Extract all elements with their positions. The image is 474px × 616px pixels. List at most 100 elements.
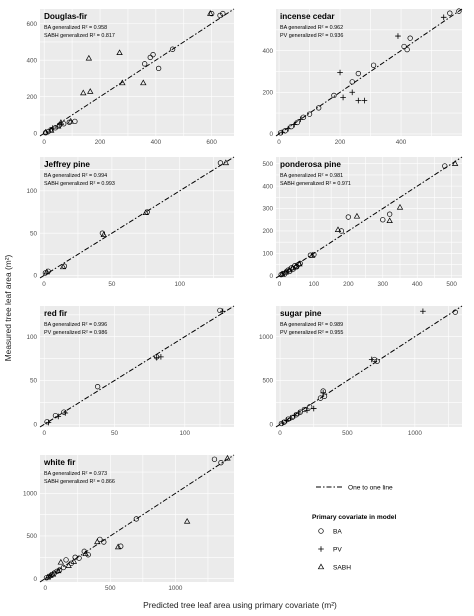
y-tick-label: 200 bbox=[26, 94, 37, 101]
panel-annotation: SABH generalized R² = 0.993 bbox=[44, 181, 115, 187]
point-sabh bbox=[47, 127, 55, 133]
point-ba bbox=[211, 456, 218, 462]
x-tick-label: 50 bbox=[108, 281, 116, 288]
point-sabh bbox=[207, 10, 214, 16]
legend-key-sabh bbox=[317, 563, 325, 570]
panel-annotation: BA generalized R² = 0.958 bbox=[44, 25, 107, 31]
point-pv bbox=[285, 125, 291, 132]
point-ba bbox=[297, 409, 303, 415]
x-tick-label: 300 bbox=[378, 281, 389, 288]
point-pv bbox=[297, 116, 304, 123]
point-ba bbox=[349, 79, 355, 85]
point-ba bbox=[218, 460, 224, 466]
y-tick-label: 300 bbox=[262, 206, 273, 213]
y-tick-label: 400 bbox=[26, 57, 37, 64]
x-tick-label: 200 bbox=[95, 139, 106, 146]
point-sabh bbox=[222, 159, 230, 166]
series-ba bbox=[42, 10, 226, 136]
panel-annotation: BA generalized R² = 0.981 bbox=[280, 173, 343, 179]
series-ba bbox=[277, 8, 462, 136]
point-sabh bbox=[94, 538, 101, 545]
point-ba bbox=[72, 554, 78, 560]
point-ba bbox=[300, 114, 307, 120]
panel-title: white fir bbox=[43, 458, 76, 467]
point-sabh bbox=[224, 454, 231, 461]
point-pv bbox=[395, 33, 401, 39]
x-tick-label: 0 bbox=[42, 281, 46, 288]
panel-title: ponderosa pine bbox=[280, 160, 341, 169]
legend-line-label: One to one line bbox=[348, 485, 393, 492]
x-tick-label: 50 bbox=[111, 430, 119, 437]
point-pv bbox=[340, 94, 346, 101]
point-ba bbox=[355, 70, 361, 77]
point-pv bbox=[361, 97, 368, 104]
point-ba bbox=[61, 409, 67, 415]
panel-incense-cedar: 0 200 400 0 200 400 incense cedar BA generalize… bbox=[262, 8, 463, 146]
x-tick-label: 0 bbox=[278, 430, 282, 437]
point-sabh bbox=[116, 49, 123, 56]
point-sabh bbox=[42, 128, 49, 135]
point-sabh bbox=[142, 209, 150, 215]
panel-sugar-pine: 0 500 1000 0 500 1000 sugar pine BA generalized… bbox=[259, 305, 463, 437]
point-sabh bbox=[114, 543, 122, 550]
panel-title: red fir bbox=[44, 309, 68, 318]
point-ba bbox=[169, 46, 176, 52]
point-pv bbox=[320, 390, 326, 396]
y-tick-label: 0 bbox=[33, 273, 37, 280]
point-ba bbox=[447, 10, 453, 16]
y-tick-label: 0 bbox=[269, 422, 273, 429]
point-sabh bbox=[59, 263, 67, 270]
y-tick-label: 0 bbox=[269, 273, 273, 280]
point-sabh bbox=[100, 231, 107, 237]
panel-title: sugar pine bbox=[280, 309, 322, 318]
y-tick-label: 500 bbox=[262, 378, 273, 385]
point-ba bbox=[147, 54, 153, 61]
point-ba bbox=[316, 105, 322, 111]
point-ba bbox=[387, 211, 393, 217]
x-tick-label: 0 bbox=[42, 430, 46, 437]
y-tick-label: 50 bbox=[30, 230, 38, 237]
point-pv bbox=[296, 410, 302, 416]
panel-title: Douglas-fir bbox=[44, 12, 88, 21]
point-sabh bbox=[49, 570, 57, 577]
point-pv bbox=[291, 121, 298, 128]
point-ba bbox=[338, 228, 345, 234]
panel-annotation: SABH generalized R² = 0.866 bbox=[44, 479, 115, 485]
point-ba bbox=[374, 358, 380, 364]
point-pv bbox=[292, 412, 298, 419]
point-ba bbox=[407, 35, 413, 41]
series-pv bbox=[45, 308, 226, 426]
y-tick-label: 500 bbox=[262, 161, 273, 168]
point-pv bbox=[349, 89, 356, 96]
panel-annotation: BA generalized R² = 0.973 bbox=[44, 471, 107, 477]
point-pv bbox=[279, 129, 285, 136]
point-pv bbox=[440, 14, 447, 21]
plot-background bbox=[276, 306, 462, 427]
panel-ponderosa-pine: 0 100 200 300 400 500 0 100 200 300 400 500 ponderos… bbox=[262, 156, 463, 288]
point-ba bbox=[142, 61, 148, 67]
panel-annotation: SABH generalized R² = 0.971 bbox=[280, 181, 351, 187]
y-tick-label: 0 bbox=[33, 422, 37, 429]
series-pv bbox=[279, 308, 426, 426]
point-sabh bbox=[57, 119, 65, 125]
y-tick-label: 500 bbox=[26, 533, 37, 540]
y-tick-label: 100 bbox=[26, 334, 37, 341]
point-sabh bbox=[55, 567, 62, 574]
y-tick-label: 1000 bbox=[259, 334, 274, 341]
x-tick-label: 100 bbox=[180, 430, 191, 437]
point-ba bbox=[404, 46, 410, 53]
point-ba bbox=[54, 568, 60, 574]
point-ba bbox=[331, 92, 337, 99]
panel-annotation: PV generalized R² = 0.955 bbox=[280, 330, 343, 336]
point-ba bbox=[85, 552, 91, 558]
point-pv bbox=[355, 97, 362, 104]
legend-key-ba-marker bbox=[318, 528, 324, 534]
series-pv bbox=[279, 14, 447, 136]
point-pv bbox=[45, 419, 52, 426]
point-pv bbox=[304, 407, 310, 414]
y-tick-label: 600 bbox=[26, 21, 37, 28]
panel-red-fir: 0 50 100 0 50 100 red fir BA generalized R² = 0… bbox=[26, 305, 235, 437]
point-sabh bbox=[47, 572, 54, 578]
point-pv bbox=[62, 410, 69, 416]
panels-group: 0 200 400 600 0 200 400 600 Douglas-fir BA genera… bbox=[23, 8, 463, 592]
